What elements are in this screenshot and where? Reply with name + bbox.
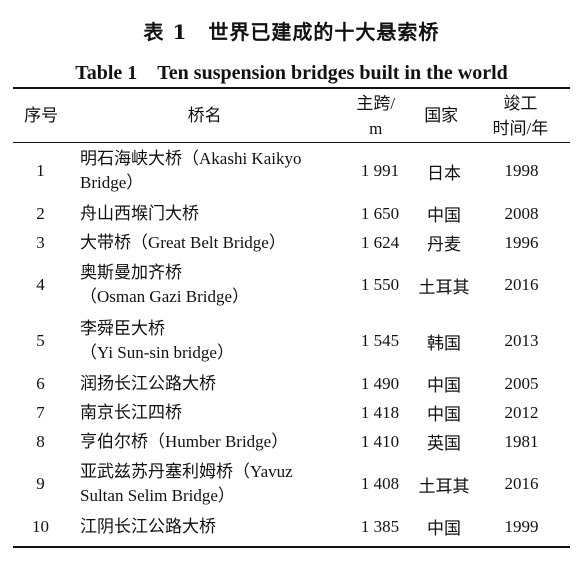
table-header: 序号 桥名 主跨/ m 国家 竣工 时间/年 <box>13 89 570 142</box>
cell-year: 1998 <box>504 161 539 180</box>
table-title-chinese: 表 1 世界已建成的十大悬索桥 <box>143 20 440 44</box>
header-year-line2: 时间/年 <box>492 118 549 138</box>
cell-name-line1: 亨伯尔桥（Humber Bridge） <box>80 431 289 451</box>
cell-span: 1 410 <box>360 431 400 451</box>
cell-name-line1: 明石海峡大桥（Akashi Kaikyo <box>80 149 302 168</box>
cell-name: 明石海峡大桥（Akashi Kaikyo Bridge） <box>68 143 345 199</box>
table-row: 2 舟山西堠门大桥 1 650 中国 2008 <box>13 199 570 228</box>
table-row: 1 明石海峡大桥（Akashi Kaikyo Bridge） 1 991 日本 1998 <box>13 143 570 199</box>
header-country: 国家 <box>424 106 459 125</box>
table-row: 5 李舜臣大桥 （Yi Sun-sin bridge） 1 545 韩国 2013 <box>13 313 570 369</box>
table-row: 6 润扬长江公路大桥 1 490 中国 2005 <box>13 369 570 398</box>
cell-name: 江阴长江公路大桥 <box>68 512 345 541</box>
top-rule <box>13 87 570 89</box>
bottom-rule <box>13 546 570 548</box>
cell-country: 中国 <box>427 519 461 538</box>
cell-no: 2 <box>36 203 45 223</box>
cell-span: 1 545 <box>360 331 400 350</box>
cell-name: 李舜臣大桥 （Yi Sun-sin bridge） <box>68 313 345 369</box>
header-span-line1: 主跨/ <box>356 93 396 113</box>
cell-year: 2012 <box>504 402 539 422</box>
cell-span: 1 408 <box>360 474 400 493</box>
cell-country: 日本 <box>427 163 461 183</box>
cell-no: 3 <box>36 232 45 252</box>
cell-span: 1 385 <box>360 516 400 536</box>
cell-year: 2005 <box>504 373 539 393</box>
cell-name-line1: 南京长江四桥 <box>80 402 182 422</box>
cell-span: 1 418 <box>360 402 400 422</box>
table-row: 8 亨伯尔桥（Humber Bridge） 1 410 英国 1981 <box>13 427 570 456</box>
cell-name-line2: Bridge） <box>80 173 144 192</box>
table-row: 4 奥斯曼加齐桥 （Osman Gazi Bridge） 1 550 土耳其 2016 <box>13 257 570 313</box>
header-span-line2: m <box>369 118 383 138</box>
table-row: 9 亚武兹苏丹塞利姆桥（Yavuz Sultan Selim Bridge） 1 40… <box>13 456 570 512</box>
cell-span: 1 490 <box>360 373 400 393</box>
cell-name: 亚武兹苏丹塞利姆桥（Yavuz Sultan Selim Bridge） <box>68 456 345 512</box>
cell-country: 土耳其 <box>418 476 470 496</box>
header-year-line1: 竣工 <box>503 93 538 113</box>
header-name: 桥名 <box>187 106 222 125</box>
table-row: 7 南京长江四桥 1 418 中国 2012 <box>13 398 570 427</box>
cell-no: 7 <box>36 402 45 422</box>
cell-span: 1 624 <box>360 232 400 252</box>
header-year: 竣工 时间/年 <box>471 89 570 142</box>
cell-name-line1: 奥斯曼加齐桥 <box>80 263 182 282</box>
cell-no: 6 <box>36 373 45 393</box>
cell-name: 南京长江四桥 <box>68 398 345 427</box>
cell-name: 亨伯尔桥（Humber Bridge） <box>68 427 345 456</box>
cell-name-line1: 舟山西堠门大桥 <box>80 203 199 223</box>
cell-year: 1999 <box>504 516 539 536</box>
cell-no: 4 <box>36 275 45 294</box>
cell-no: 8 <box>36 431 45 451</box>
cell-no: 10 <box>32 516 49 536</box>
cell-year: 2016 <box>504 275 539 294</box>
cell-country: 丹麦 <box>427 235 461 254</box>
cell-name: 奥斯曼加齐桥 （Osman Gazi Bridge） <box>68 257 345 313</box>
header-span: 主跨/ m <box>340 89 412 142</box>
cell-year: 1981 <box>504 431 539 451</box>
cell-name: 大带桥（Great Belt Bridge） <box>68 228 345 257</box>
cell-year: 2008 <box>504 203 539 223</box>
cell-name: 舟山西堠门大桥 <box>68 199 345 228</box>
cell-name-line1: 大带桥（Great Belt Bridge） <box>80 232 286 252</box>
cell-country: 中国 <box>427 206 461 225</box>
cell-country: 中国 <box>427 405 461 424</box>
cell-name-line2: （Yi Sun-sin bridge） <box>80 343 234 362</box>
table-row: 10 江阴长江公路大桥 1 385 中国 1999 <box>13 512 570 541</box>
header-rule <box>13 142 570 143</box>
cell-year: 2016 <box>504 474 539 493</box>
cell-name-line1: 江阴长江公路大桥 <box>80 516 216 536</box>
cell-no: 5 <box>36 331 45 350</box>
cell-country: 土耳其 <box>418 277 470 297</box>
table-row: 3 大带桥（Great Belt Bridge） 1 624 丹麦 1996 <box>13 228 570 257</box>
cell-name-line2: Sultan Selim Bridge） <box>80 486 235 505</box>
header-no: 序号 <box>24 106 59 125</box>
cell-span: 1 650 <box>360 203 400 223</box>
table-title-english: Table 1 Ten suspension bridges built in … <box>75 62 508 84</box>
cell-name-line1: 润扬长江公路大桥 <box>80 373 216 393</box>
cell-year: 2013 <box>504 331 539 350</box>
cell-no: 9 <box>36 474 45 493</box>
cell-country: 英国 <box>427 434 461 453</box>
cell-name-line1: 李舜臣大桥 <box>80 319 165 338</box>
cell-span: 1 991 <box>360 161 400 180</box>
cell-span: 1 550 <box>360 275 400 294</box>
cell-no: 1 <box>36 161 45 180</box>
cell-name-line2: （Osman Gazi Bridge） <box>80 287 250 306</box>
cell-name: 润扬长江公路大桥 <box>68 369 345 398</box>
cell-country: 中国 <box>427 376 461 395</box>
table-body: 1 明石海峡大桥（Akashi Kaikyo Bridge） 1 991 日本 1998 2… <box>13 143 570 541</box>
cell-country: 韩国 <box>427 333 461 353</box>
cell-year: 1996 <box>504 232 539 252</box>
cell-name-line1: 亚武兹苏丹塞利姆桥（Yavuz <box>80 462 293 481</box>
